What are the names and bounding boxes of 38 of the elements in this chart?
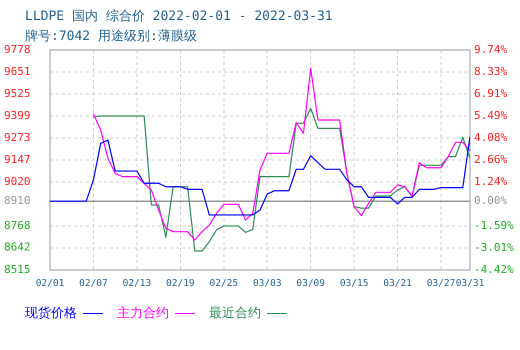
legend-label: 现货价格 <box>25 305 78 322</box>
x-tick-label: 03/21 <box>383 278 412 290</box>
legend-label: 主力合约 <box>117 305 170 322</box>
x-tick-label: 02/25 <box>209 278 238 290</box>
x-tick-label: 03/03 <box>252 278 282 290</box>
x-tick-label: 02/01 <box>36 278 65 290</box>
x-tick-label: 02/19 <box>166 278 195 290</box>
legend-label: 最近合约 <box>209 305 262 322</box>
x-tick-label: 02/13 <box>122 278 152 290</box>
chart-subtitle: 牌号:7042 用途级别:薄膜级 <box>25 28 197 44</box>
y-tick-label: 9399 <box>4 108 30 122</box>
y-tick-label: 9525 <box>4 86 30 100</box>
x-tick-label: 03/27 <box>426 278 456 290</box>
y-tick-label: 8642 <box>4 240 30 254</box>
y-tick-label: 9778 <box>4 42 30 56</box>
y2-tick-label: 4.08% <box>474 130 508 144</box>
y2-tick-label: -1.59% <box>474 218 514 232</box>
y-tick-label: 9147 <box>4 152 30 166</box>
y2-tick-label: 2.66% <box>474 152 508 166</box>
y-tick-label: 9273 <box>4 130 30 144</box>
chart-title: LLDPE 国内 综合价 2022-02-01 - 2022-03-31 <box>25 8 333 25</box>
y-tick-label: 9020 <box>4 174 30 188</box>
x-tick-label: 03/15 <box>340 278 368 290</box>
y2-tick-label: 0.00% <box>474 194 508 208</box>
y2-tick-label: 1.24% <box>474 174 508 188</box>
x-tick-label: 02/07 <box>79 278 108 290</box>
y-tick-label: 8515 <box>4 262 30 276</box>
y2-tick-label: 5.49% <box>474 108 508 122</box>
x-tick-label: 03/31 <box>456 278 485 290</box>
y2-tick-label: -3.01% <box>474 240 514 254</box>
y-tick-label: 8910 <box>4 194 30 208</box>
y2-tick-label: 9.74% <box>474 42 508 56</box>
y-tick-label: 9651 <box>4 64 30 78</box>
y2-tick-label: -4.42% <box>474 262 514 276</box>
y2-tick-label: 6.91% <box>474 86 508 100</box>
y2-tick-label: 8.33% <box>474 64 508 78</box>
y-tick-label: 8768 <box>4 218 30 232</box>
x-tick-label: 03/09 <box>296 278 326 290</box>
